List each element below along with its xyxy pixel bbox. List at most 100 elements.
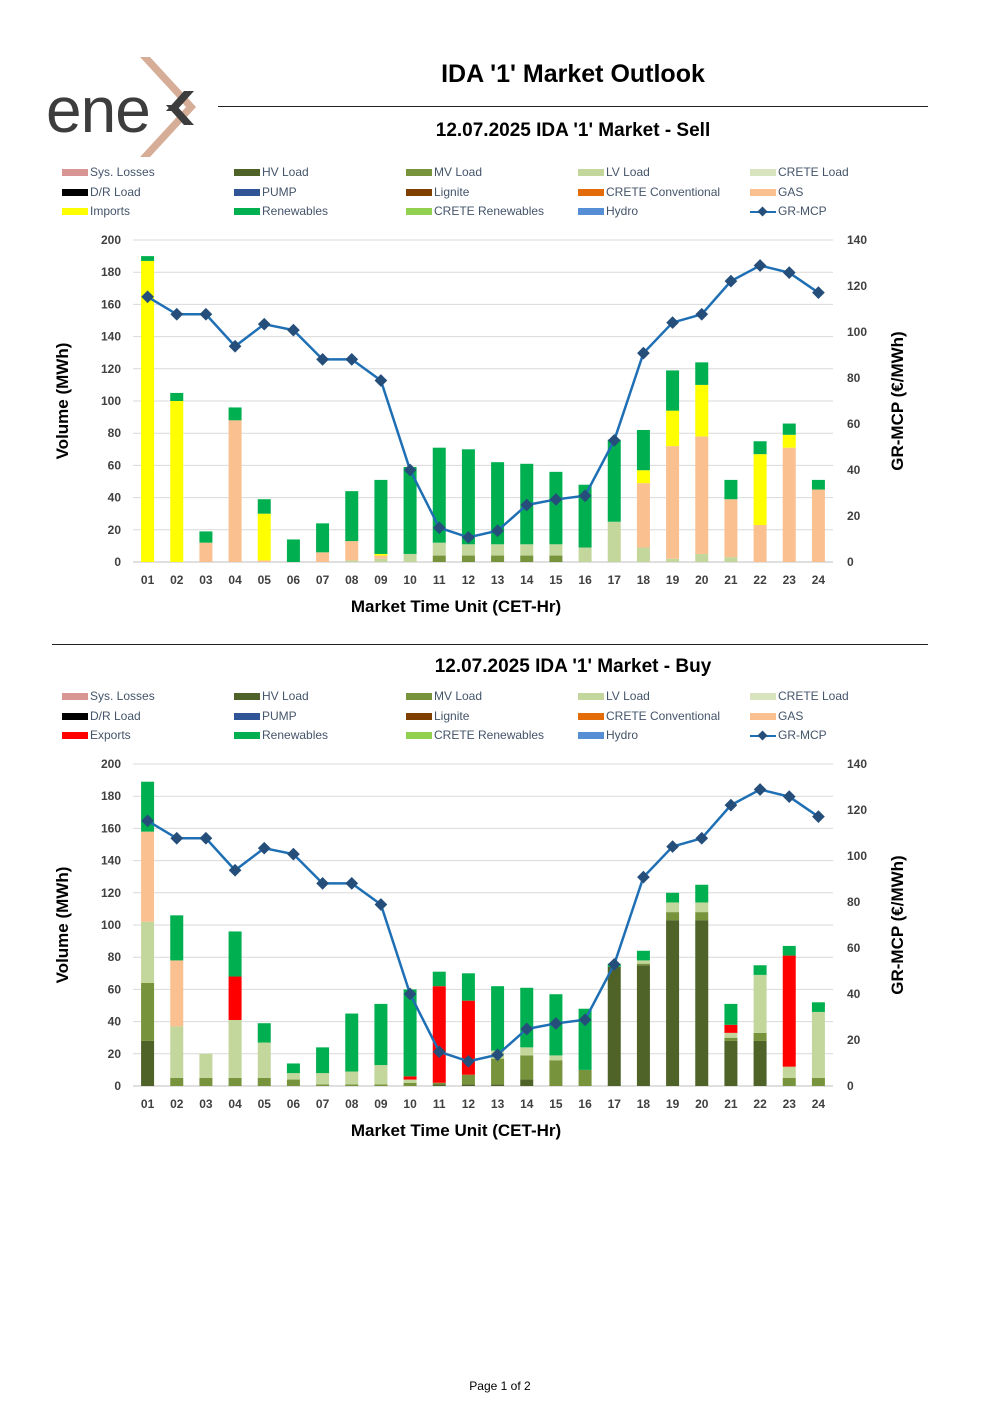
logo-text: ene	[46, 74, 151, 146]
bar-segment	[257, 513, 271, 561]
bar-segment	[141, 256, 155, 261]
legend-swatch	[750, 188, 776, 196]
x-tick-label: 08	[345, 1097, 359, 1111]
bar-segment	[432, 542, 446, 556]
x-tick-label: 06	[287, 1097, 301, 1111]
x-tick-label: 23	[783, 1097, 797, 1111]
bar-segment	[403, 1082, 417, 1086]
y2-tick-label: 40	[847, 463, 861, 477]
legend-swatch	[750, 730, 776, 741]
bar-segment	[461, 1074, 475, 1085]
legend-label: GR-MCP	[778, 204, 827, 218]
bar-segment	[228, 407, 242, 421]
bar-segment	[141, 1040, 155, 1086]
legend-swatch	[578, 712, 604, 720]
y2-tick-label: 100	[847, 849, 867, 863]
bar-segment	[228, 1019, 242, 1078]
bar-segment	[520, 555, 534, 562]
section-divider	[52, 644, 928, 645]
legend-swatch	[62, 208, 88, 216]
bar-segment	[491, 462, 505, 545]
legend-swatch	[750, 169, 776, 177]
bar-segment	[811, 1002, 825, 1012]
legend-label: CRETE Renewables	[434, 204, 545, 218]
legend-label: CRETE Conventional	[606, 184, 721, 199]
legend-item: GR-MCP	[750, 728, 827, 742]
legend-item: D/R Load	[62, 709, 141, 723]
bar-segment	[753, 454, 767, 525]
legend-swatch	[234, 169, 260, 177]
x-tick-label: 11	[433, 573, 446, 587]
legend-swatch	[750, 712, 776, 720]
legend-item: GAS	[750, 709, 803, 723]
x-tick-label: 06	[287, 573, 301, 587]
mcp-point	[199, 831, 213, 845]
x-tick-label: 12	[462, 573, 476, 587]
mcp-point	[228, 863, 242, 877]
bar-segment	[636, 470, 650, 484]
legend-label: D/R Load	[90, 184, 141, 199]
bar-segment	[345, 1013, 359, 1072]
y2-tick-label: 60	[847, 417, 861, 431]
bar-segment	[666, 912, 680, 921]
legend-label: GAS	[778, 708, 804, 723]
legend-label: Imports	[90, 204, 131, 218]
mcp-point	[287, 323, 300, 337]
legend-item: Imports	[62, 204, 130, 218]
legend-label: Hydro	[606, 204, 639, 218]
bar-segment	[549, 1055, 563, 1061]
bar-segment	[666, 558, 680, 562]
x-tick-label: 14	[520, 1097, 534, 1111]
legend-label: CRETE Load	[778, 689, 849, 703]
bar-segment	[782, 945, 796, 956]
bar-segment	[636, 429, 650, 471]
legend-label: CRETE Load	[778, 165, 849, 179]
bar-segment	[811, 479, 825, 490]
bar-segment	[724, 1032, 738, 1038]
x-tick-label: 24	[812, 1097, 826, 1111]
bar-segment	[578, 484, 592, 548]
mcp-point	[170, 307, 184, 321]
y-tick-label: 100	[101, 918, 121, 932]
buy-chart-title: 12.07.2025 IDA '1' Market - Buy	[434, 656, 712, 677]
bar-segment	[491, 1084, 505, 1086]
bar-segment	[636, 547, 650, 562]
bar-segment	[636, 960, 650, 964]
x-tick-label: 11	[433, 1097, 446, 1111]
mcp-point	[753, 259, 767, 272]
bar-segment	[170, 960, 184, 1027]
bar-segment	[286, 1063, 300, 1074]
legend-item: PUMP	[234, 185, 297, 199]
x-tick-label: 15	[549, 1097, 563, 1111]
y2-tick-label: 0	[847, 555, 854, 569]
legend-item: GR-MCP	[750, 204, 827, 218]
bar-segment	[666, 902, 680, 913]
y-tick-label: 140	[101, 330, 121, 344]
y-tick-label: 40	[108, 1015, 122, 1029]
y2-axis-label: GR-MCP (€/MWh)	[888, 855, 907, 994]
bar-segment	[374, 1003, 388, 1066]
bar-segment	[403, 1079, 417, 1083]
bar-segment	[520, 1047, 534, 1056]
bar-segment	[345, 541, 359, 561]
bar-segment	[316, 1084, 330, 1086]
y-tick-label: 160	[101, 297, 121, 311]
legend-swatch	[234, 693, 260, 701]
bar-segment	[695, 912, 709, 921]
bar-segment	[695, 553, 709, 562]
legend-item: CRETE Load	[750, 165, 849, 179]
y-tick-label: 0	[114, 555, 121, 569]
x-tick-label: 20	[695, 1097, 709, 1111]
bar-segment	[345, 491, 359, 542]
bar-segment	[666, 410, 680, 447]
bar-segment	[811, 1077, 825, 1086]
y2-tick-label: 80	[847, 895, 861, 909]
legend-label: Renewables	[262, 204, 329, 218]
bar-segment	[228, 976, 242, 1020]
legend-swatch	[578, 188, 604, 196]
bar-segment	[811, 1011, 825, 1078]
y-axis-label: Volume (MWh)	[53, 343, 72, 460]
sell-chart: 12.07.2025 IDA '1' Market - Sell Sys. Lo…	[0, 112, 1000, 632]
bar-segment	[753, 441, 767, 455]
y-tick-label: 0	[114, 1079, 121, 1093]
